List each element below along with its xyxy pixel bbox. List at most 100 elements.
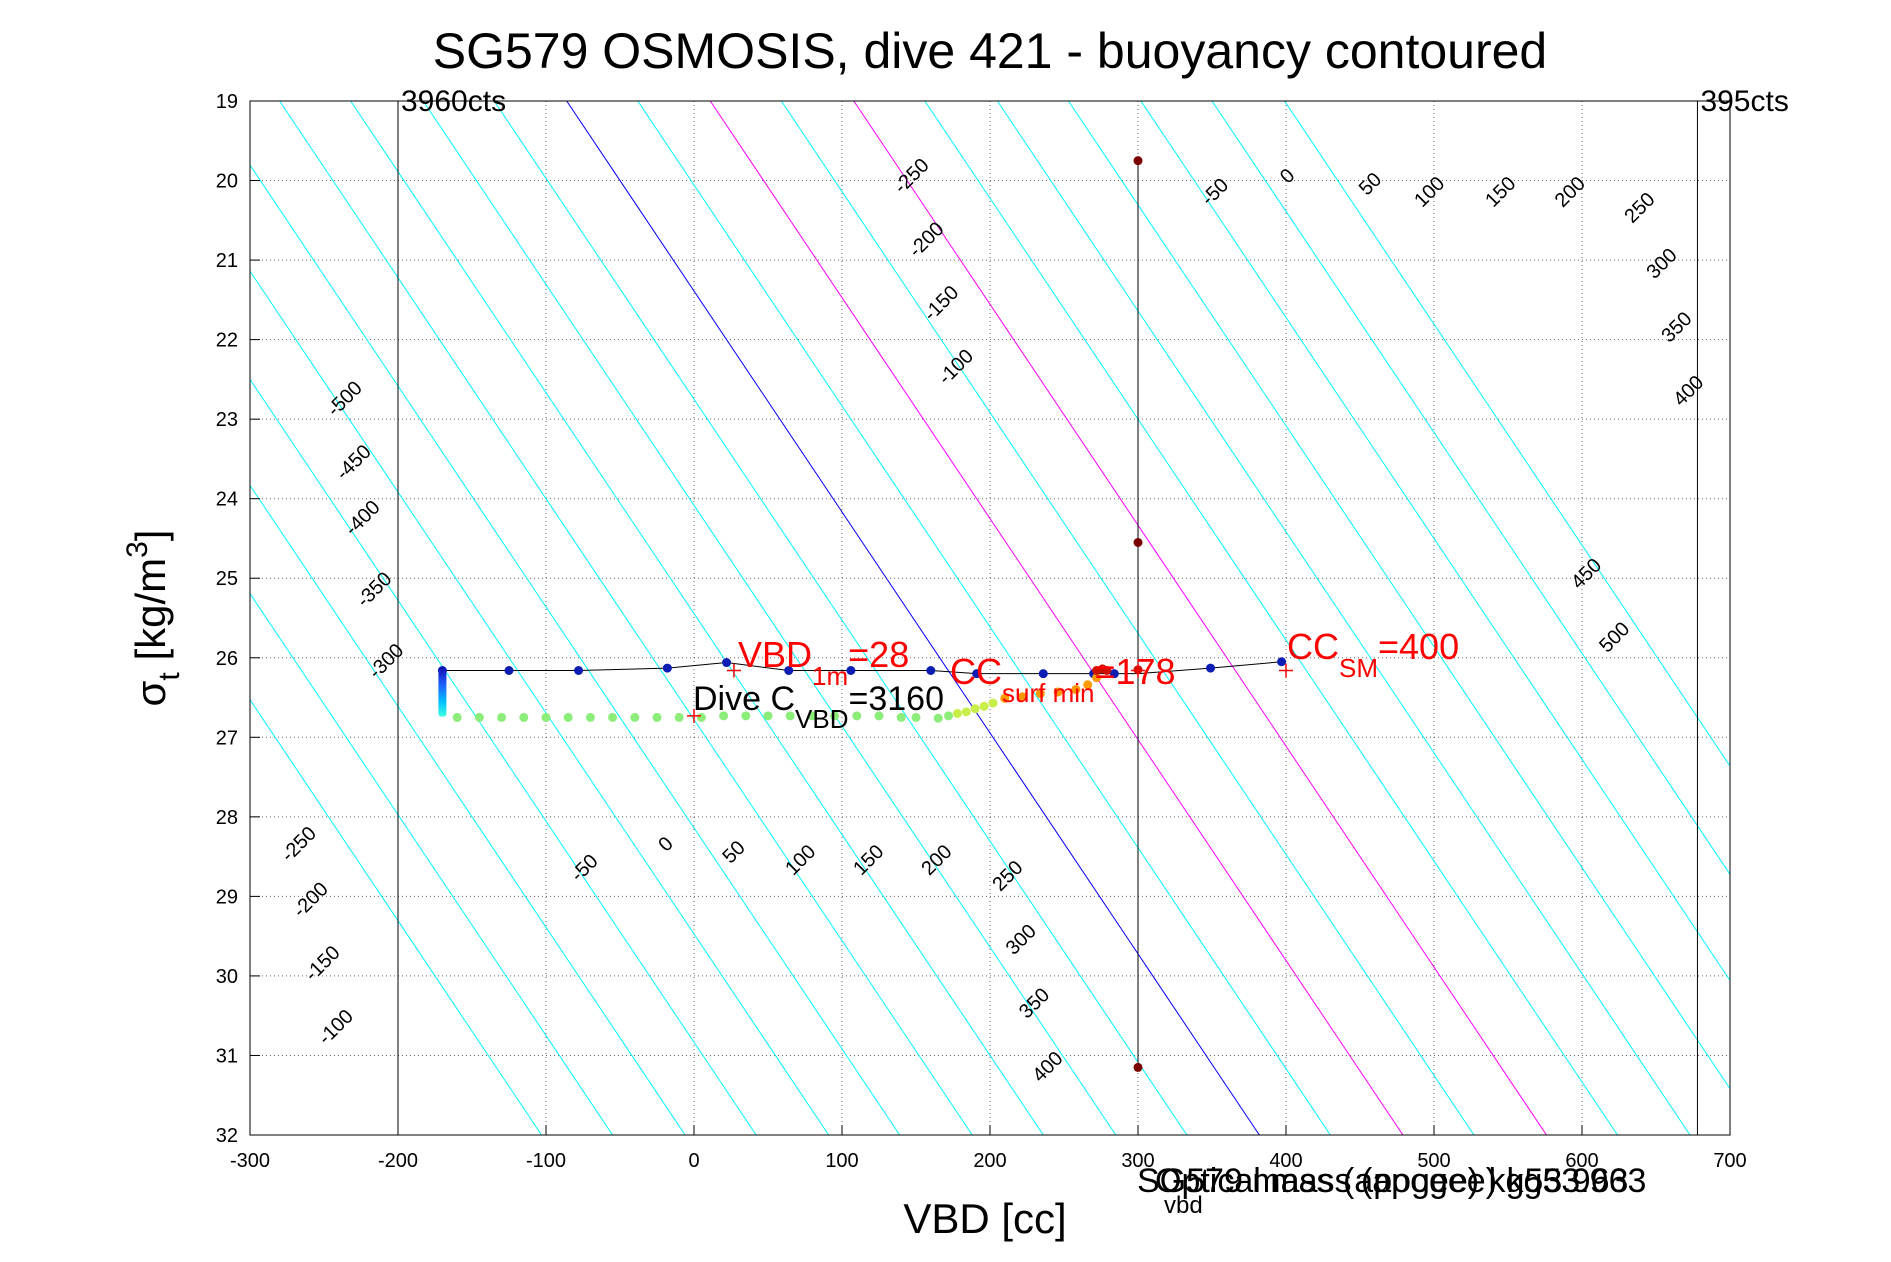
data-point (608, 712, 618, 722)
data-point (1071, 685, 1081, 695)
contour-line (279, 101, 973, 1135)
y-tick-label: 25 (216, 568, 238, 590)
data-point (933, 713, 943, 723)
contour-label: 0 (1276, 165, 1299, 188)
contour-line (250, 270, 830, 1135)
contour-label: 200 (1551, 173, 1590, 212)
data-point (874, 711, 884, 721)
contour-line (250, 164, 901, 1135)
data-point (652, 712, 662, 722)
data-point (1035, 689, 1045, 699)
x-tick-label: -100 (526, 1150, 566, 1172)
data-point (497, 712, 507, 722)
data-point (1092, 673, 1102, 683)
data-point (944, 711, 954, 721)
data-point (1206, 663, 1216, 673)
contour-label: -100 (314, 1005, 358, 1049)
contour-label: 350 (1657, 308, 1696, 347)
x-tick-label: -300 (230, 1150, 270, 1172)
footer-mass-text-1: SG579 mass (apogee) kg53.963 (1137, 1162, 1628, 1200)
contour-line (350, 101, 1044, 1135)
data-point (807, 711, 817, 721)
x-tick-label: 300 (1121, 1150, 1154, 1172)
buoyancy-contours (250, 101, 1730, 1135)
contour-label: -350 (353, 568, 397, 612)
data-point (1109, 669, 1119, 679)
contour-line (250, 592, 614, 1135)
cross-marker (726, 663, 741, 678)
contour-label: 150 (1481, 173, 1520, 212)
data-point (674, 712, 684, 722)
contour-label: -50 (567, 850, 603, 886)
x-tick-label: 500 (1417, 1150, 1450, 1172)
contour-labels: -250-200-150-100-50 0 50 100 150 200 250300350… (277, 154, 1708, 1086)
descent-band (438, 667, 447, 717)
data-point (979, 701, 989, 711)
contour-label: 150 (849, 841, 888, 880)
data-point (452, 712, 462, 722)
contour-label: 50 (1355, 169, 1386, 200)
chart-title: SG579 OSMOSIS, dive 421 - buoyancy conto… (433, 23, 1548, 79)
data-point (1277, 657, 1287, 667)
data-point (741, 711, 751, 721)
footer-vbd-sub: vbd (1164, 1192, 1203, 1219)
contour-line (566, 101, 1260, 1135)
data-point (911, 712, 921, 722)
data-point (952, 708, 962, 718)
contour-label: -150 (919, 282, 963, 326)
data-point (519, 712, 529, 722)
contour-label: 250 (988, 857, 1027, 896)
contour-label: -300 (364, 640, 408, 684)
data-point (1133, 1062, 1143, 1072)
marker-crosses (687, 663, 1293, 723)
data-point (1038, 669, 1048, 679)
y-tick-label: 21 (216, 250, 238, 272)
data-point (504, 665, 514, 675)
y-tick-label: 23 (216, 409, 238, 431)
contour-label: -100 (934, 345, 978, 389)
footer-mass-text-2: Optical mass (apogee) kg53.963 (1155, 1162, 1646, 1200)
data-point (785, 711, 795, 721)
y-tick-label: 30 (216, 966, 238, 988)
x-tick-label: 100 (825, 1150, 858, 1172)
contour-line (250, 378, 757, 1135)
data-point (926, 665, 936, 675)
contour-label: -200 (905, 218, 949, 262)
y-tick-label: 29 (216, 886, 238, 908)
contour-line (1284, 101, 1730, 767)
y-tick-label: 28 (216, 807, 238, 829)
contour-label: -150 (301, 942, 345, 986)
grid (250, 101, 1730, 1135)
contour-label: -200 (289, 878, 333, 922)
data-point (972, 669, 982, 679)
data-point (541, 712, 551, 722)
y-tick-label: 31 (216, 1045, 238, 1067)
data-point (1053, 687, 1063, 697)
x-tick-label: 700 (1713, 1150, 1746, 1172)
dive-series (437, 156, 1287, 1072)
data-point (662, 663, 672, 673)
contour-label: -250 (890, 154, 934, 198)
contour-line (1211, 101, 1730, 876)
contour-line (853, 101, 1547, 1135)
contour-label: -50 (1197, 174, 1233, 210)
contour-line (637, 101, 1331, 1135)
contour-label: -450 (332, 441, 376, 485)
data-point (846, 665, 856, 675)
contour-label: 300 (1643, 244, 1682, 283)
data-point (784, 665, 794, 675)
contour-label: -400 (341, 496, 385, 540)
y-axis-label: σt [kg/m3] (121, 530, 186, 707)
cc-sm-annotation: CCSM=400 (1287, 626, 1459, 683)
x-tick-label: 0 (688, 1150, 699, 1172)
contour-label: 500 (1595, 618, 1634, 657)
data-point (585, 712, 595, 722)
x-tick-label: 400 (1269, 1150, 1302, 1172)
contour-line (1068, 101, 1730, 1090)
data-point (1133, 537, 1143, 547)
y-tick-label: 27 (216, 727, 238, 749)
contour-label: 350 (1015, 984, 1054, 1023)
y-tick-label: 26 (216, 648, 238, 670)
data-point (970, 704, 980, 714)
